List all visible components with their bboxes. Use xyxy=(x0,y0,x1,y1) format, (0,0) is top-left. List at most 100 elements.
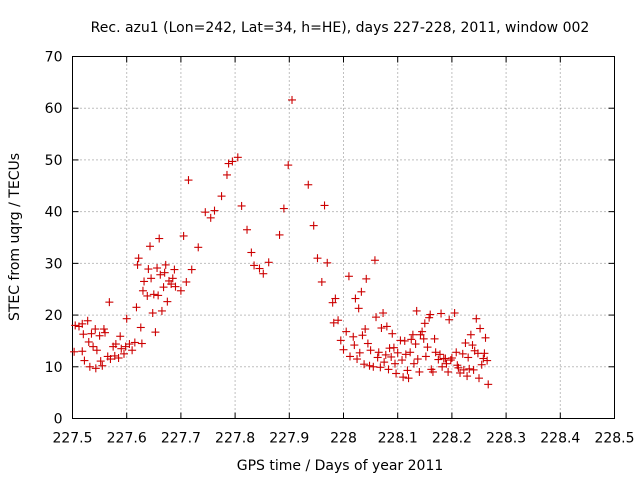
data-point-marker xyxy=(149,290,158,299)
data-point-marker xyxy=(279,204,288,213)
data-point-marker xyxy=(390,359,399,368)
data-point-marker xyxy=(400,336,409,345)
data-point-marker xyxy=(342,327,351,336)
data-point-marker xyxy=(469,365,478,374)
y-tick-label: 60 xyxy=(45,101,63,117)
y-tick-label: 0 xyxy=(54,412,63,428)
data-point-marker xyxy=(374,348,383,357)
x-tick-label: 228.2 xyxy=(432,431,472,447)
data-point-marker xyxy=(437,309,446,318)
data-point-marker xyxy=(350,341,359,350)
data-point-marker xyxy=(92,346,101,355)
data-point-marker xyxy=(458,349,467,358)
data-point-marker xyxy=(463,372,472,381)
data-point-marker xyxy=(363,339,372,348)
data-point-marker xyxy=(447,353,456,362)
data-point-marker xyxy=(154,291,163,300)
data-point-marker xyxy=(480,349,489,358)
y-tick-label: 40 xyxy=(45,205,63,221)
data-point-marker xyxy=(459,365,468,374)
data-series xyxy=(70,95,493,389)
data-point-marker xyxy=(247,248,256,257)
data-point-marker xyxy=(484,380,493,389)
data-point-marker xyxy=(419,334,428,343)
data-point-marker xyxy=(304,180,313,189)
data-point-marker xyxy=(377,324,386,332)
x-tick-label: 227.8 xyxy=(215,431,255,447)
data-point-marker xyxy=(404,374,413,383)
x-tick-label: 228.4 xyxy=(540,431,580,447)
x-tick-label: 228 xyxy=(330,431,357,447)
data-point-marker xyxy=(415,367,424,376)
data-point-marker xyxy=(153,264,162,273)
data-point-marker xyxy=(114,353,123,362)
data-point-marker xyxy=(130,338,139,347)
data-point-marker xyxy=(176,286,185,295)
data-point-marker xyxy=(111,340,120,349)
data-point-marker xyxy=(167,280,176,289)
data-point-marker xyxy=(380,358,389,367)
data-point-marker xyxy=(420,319,429,328)
data-point-marker xyxy=(309,221,318,230)
data-point-marker xyxy=(144,265,153,274)
data-point-marker xyxy=(284,161,293,170)
data-point-marker xyxy=(96,357,105,366)
data-point-marker xyxy=(179,231,188,240)
data-point-marker xyxy=(445,315,454,324)
data-point-marker xyxy=(70,347,79,356)
data-point-marker xyxy=(408,330,417,339)
data-point-marker xyxy=(431,348,440,357)
data-point-marker xyxy=(128,346,137,355)
y-tick-label: 30 xyxy=(45,256,63,272)
data-point-marker xyxy=(168,274,177,283)
data-point-marker xyxy=(134,254,143,263)
data-point-marker xyxy=(98,361,107,370)
data-point-marker xyxy=(376,363,385,372)
data-point-marker xyxy=(133,260,142,269)
data-point-marker xyxy=(461,338,470,347)
data-point-marker xyxy=(78,347,87,356)
data-point-marker xyxy=(148,309,157,318)
data-point-marker xyxy=(101,328,110,337)
data-point-marker xyxy=(468,341,477,350)
data-point-marker xyxy=(255,264,264,273)
data-point-marker xyxy=(365,361,374,370)
data-point-marker xyxy=(329,318,338,327)
data-point-marker xyxy=(224,159,233,168)
data-point-marker xyxy=(423,343,432,352)
data-point-marker xyxy=(117,344,126,353)
data-point-marker xyxy=(389,343,398,352)
data-point-marker xyxy=(393,348,402,357)
data-point-marker xyxy=(388,329,397,338)
data-point-marker xyxy=(275,230,284,239)
data-point-marker xyxy=(237,201,246,210)
data-point-marker xyxy=(477,360,486,369)
data-point-marker xyxy=(406,348,415,357)
data-point-marker xyxy=(99,325,108,334)
data-point-marker xyxy=(372,313,381,322)
data-point-marker xyxy=(125,340,134,349)
data-point-marker xyxy=(160,268,169,277)
data-point-marker xyxy=(288,95,297,104)
data-point-marker xyxy=(156,270,165,279)
data-point-marker xyxy=(339,345,348,354)
data-point-marker xyxy=(369,362,378,371)
data-point-marker xyxy=(151,328,160,337)
data-point-marker xyxy=(346,352,355,361)
data-point-marker xyxy=(79,330,88,339)
data-point-marker xyxy=(434,355,443,364)
y-axis: 0 10 20 30 40 50 60 70 xyxy=(45,50,615,428)
data-point-marker xyxy=(411,340,420,349)
data-point-marker xyxy=(479,354,488,363)
data-point-marker xyxy=(466,330,475,339)
data-point-marker xyxy=(361,325,370,334)
data-point-marker xyxy=(446,356,455,365)
data-point-marker xyxy=(147,274,156,283)
data-point-marker xyxy=(472,314,481,323)
data-point-marker xyxy=(85,362,94,371)
data-point-marker xyxy=(105,298,114,307)
data-point-marker xyxy=(323,258,332,267)
x-tick-label: 227.7 xyxy=(161,431,201,447)
data-point-marker xyxy=(132,303,141,312)
